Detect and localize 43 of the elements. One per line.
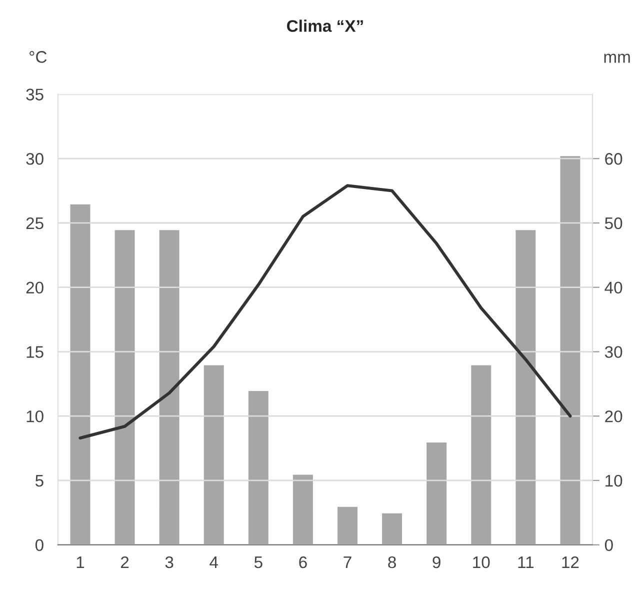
bar: [202, 364, 226, 545]
bar: [113, 228, 136, 545]
x-tick-label: 8: [388, 556, 396, 568]
y-tick-label: 0: [35, 539, 44, 552]
x-tick-label: 1: [76, 556, 84, 568]
y-tick-label: 5: [35, 475, 44, 487]
y2-tick-label: 20: [605, 410, 622, 422]
x-tick-label: 11: [518, 556, 534, 568]
x-tick-label: 7: [344, 556, 352, 568]
y2-tick-label: 30: [604, 346, 622, 358]
x-tick-label: 5: [254, 556, 262, 568]
x-tick-label: 10: [473, 556, 490, 568]
bar: [470, 364, 493, 545]
y-tick-label: 10: [26, 410, 44, 422]
chart-title: Clima “X”: [287, 20, 363, 32]
y2-tick-label: 40: [604, 282, 622, 294]
line-series: [78, 184, 572, 440]
bar: [380, 512, 404, 545]
x-tick-label: 2: [120, 556, 129, 568]
bar: [247, 390, 270, 545]
bar: [425, 441, 448, 545]
bar: [292, 473, 314, 545]
y-tick-label: 15: [26, 346, 44, 358]
y2-tick-label: 0: [604, 539, 613, 552]
bar: [68, 202, 92, 545]
y2-axis-title: mm: [604, 54, 630, 63]
bar: [158, 228, 181, 545]
x-tick-label: 3: [165, 556, 174, 568]
y2-tick-label: 60: [605, 153, 622, 165]
y-tick-label: 35: [26, 88, 44, 100]
x-tick-label: 9: [432, 556, 440, 568]
x-tick-label: 4: [210, 556, 218, 568]
y-axis-title: °C: [30, 51, 47, 63]
x-tick-label: 6: [299, 556, 307, 568]
bar: [558, 154, 582, 545]
y2-tick-label: 50: [604, 217, 622, 230]
y-tick-label: 30: [26, 153, 44, 165]
y-tick-label: 20: [26, 282, 44, 294]
x-tick-label: 12: [562, 556, 579, 568]
bar: [514, 228, 538, 545]
y-tick-label: 25: [26, 217, 44, 230]
y2-tick-label: 10: [606, 474, 622, 487]
bar: [336, 506, 359, 545]
